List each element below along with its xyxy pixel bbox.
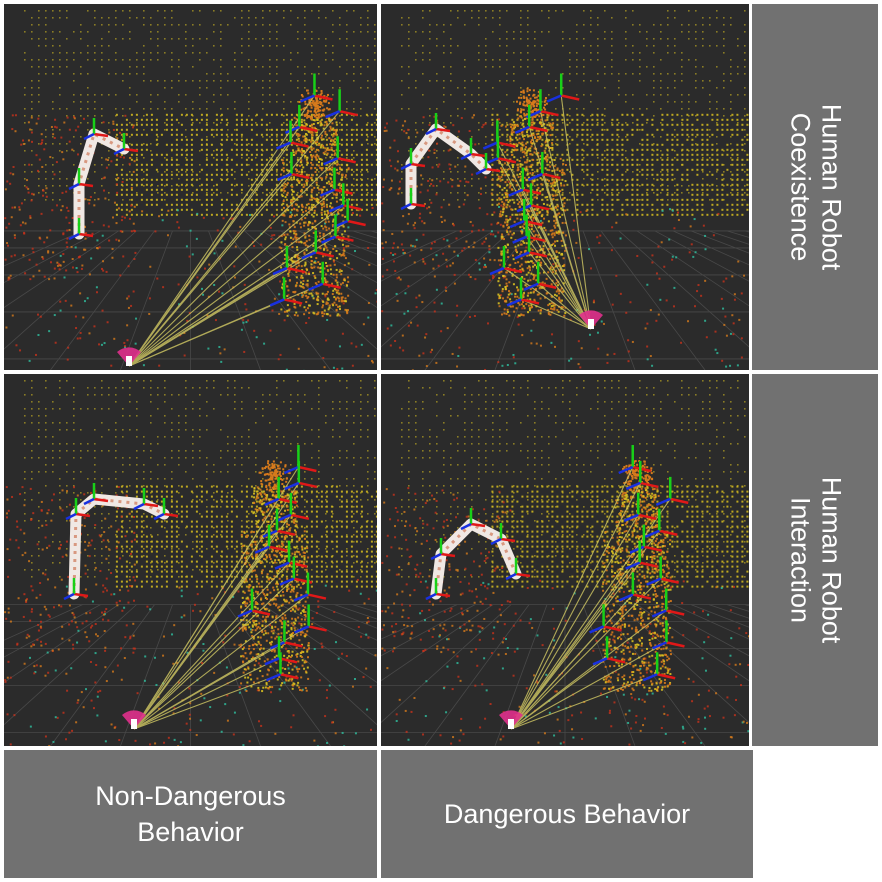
scene-render [381,374,749,746]
row-label-coexistence-line2: Coexistence [785,112,815,262]
column-label-non-dangerous: Non-Dangerous Behavior [4,750,377,878]
scene-render [381,4,749,370]
column-label-dangerous: Dangerous Behavior [381,750,753,878]
scene-interaction-non-dangerous [4,374,377,746]
scene-interaction-dangerous [381,374,749,746]
column-label-non-dangerous-line2: Behavior [137,817,244,847]
scene-coexistence-dangerous [381,4,749,370]
row-label-coexistence-line1: Human Robot [816,103,846,271]
row-label-coexistence: Human Robot Coexistence [752,4,878,370]
scene-render [4,374,377,746]
row-label-interaction-line2: Interaction [785,496,815,624]
column-label-non-dangerous-line1: Non-Dangerous [95,781,286,811]
row-label-interaction-line1: Human Robot [816,476,846,644]
scene-coexistence-non-dangerous [4,4,377,370]
scene-render [4,4,377,370]
row-label-interaction: Human Robot Interaction [752,374,878,746]
column-label-dangerous-line1: Dangerous Behavior [443,799,691,829]
